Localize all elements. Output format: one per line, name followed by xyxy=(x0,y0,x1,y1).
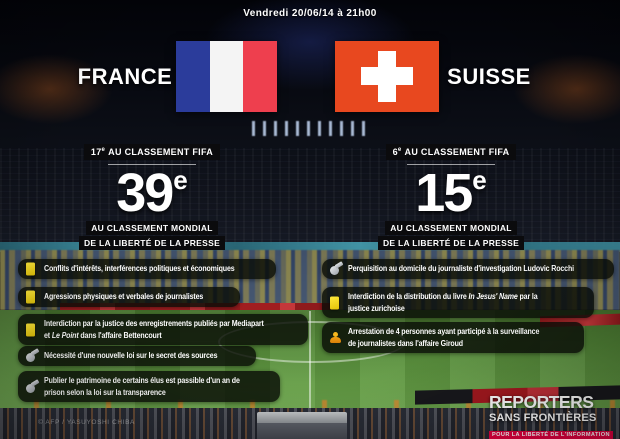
yellow-card-icon xyxy=(26,323,35,336)
team-name-france: FRANCE xyxy=(77,64,173,89)
issue-text: Interdiction par la justice des enregist… xyxy=(44,319,264,340)
person-icon xyxy=(330,331,341,344)
suisse-issue-item: Arrestation de 4 personnes ayant partici… xyxy=(322,322,584,353)
france-issue-item: Nécessité d'une nouvelle loi sur le secr… xyxy=(18,346,256,366)
france-issue-item: Conflits d'intérêts, interférences polit… xyxy=(18,259,276,279)
france-fifa-rank-number: 17 xyxy=(90,147,102,157)
suisse-press-rank-number: 15 xyxy=(415,163,473,223)
suisse-fifa-rank-label: AU CLASSEMENT FIFA xyxy=(404,147,510,157)
france-press-rank-label-1: AU CLASSEMENT MONDIAL xyxy=(86,221,218,235)
rsf-logo-tagline: POUR LA LIBERTÉ DE L'INFORMATION xyxy=(489,430,613,439)
stadium-tier-band xyxy=(0,242,620,252)
suisse-issue-item: Interdiction de la distribution du livre… xyxy=(322,287,594,318)
whistle-icon xyxy=(26,350,39,362)
yellow-card-icon xyxy=(26,290,35,304)
france-flag-icon xyxy=(176,41,278,112)
france-press-rank-label-2: DE LA LIBERTÉ DE LA PRESSE xyxy=(78,236,226,250)
suisse-fifa-rank-suffix: e xyxy=(397,147,402,153)
france-issue-item: Agressions physiques et verbales de jour… xyxy=(18,287,240,307)
divider xyxy=(108,164,196,165)
switzerland-flag-icon xyxy=(335,41,439,112)
france-press-rank-number: 39 xyxy=(116,163,174,223)
issue-text: Perquisition au domicile du journaliste … xyxy=(348,264,574,274)
france-issue-item: Interdiction par la justice des enregist… xyxy=(18,314,308,345)
issue-text: Interdiction de la distribution du livre… xyxy=(348,292,538,313)
issue-text: Publier le patrimoine de certains élus e… xyxy=(44,376,240,397)
whistle-icon xyxy=(26,381,39,393)
suisse-issue-item: Perquisition au domicile du journaliste … xyxy=(322,259,614,279)
rsf-logo-line1: REPORTERS xyxy=(489,392,594,412)
suisse-press-rank-label-1: AU CLASSEMENT MONDIAL xyxy=(385,221,517,235)
issue-text: Conflits d'intérêts, interférences polit… xyxy=(44,264,235,274)
issue-text: Arrestation de 4 personnes ayant partici… xyxy=(348,327,540,348)
rankings-suisse: 6e AU CLASSEMENT FIFA 15e AU CLASSEMENT M… xyxy=(341,142,561,250)
match-datetime: Vendredi 20/06/14 à 21h00 xyxy=(243,8,377,19)
issue-text: Agressions physiques et verbales de jour… xyxy=(44,292,204,302)
divider xyxy=(407,164,495,165)
ad-board-left xyxy=(60,303,332,312)
rsf-logo-line2: SANS FRONTIÈRES xyxy=(489,411,597,424)
suisse-press-rank: 15e xyxy=(341,166,561,220)
france-fifa-rank: 17e AU CLASSEMENT FIFA xyxy=(83,144,221,160)
france-press-rank-suffix: e xyxy=(173,165,188,195)
whistle-icon xyxy=(330,263,343,275)
issue-text: Nécessité d'une nouvelle loi sur le secr… xyxy=(44,351,218,361)
suisse-fifa-rank: 6e AU CLASSEMENT FIFA xyxy=(385,144,517,160)
yellow-card-icon xyxy=(330,296,339,309)
rsf-logo: REPORTERS SANS FRONTIÈRES POUR LA LIBERT… xyxy=(489,392,613,439)
france-issue-item: Publier le patrimoine de certains élus e… xyxy=(18,371,280,402)
floodlights xyxy=(252,121,368,136)
tv-camera-structure xyxy=(257,412,347,439)
suisse-press-rank-suffix: e xyxy=(472,165,487,195)
france-press-rank: 39e xyxy=(42,166,262,220)
swiss-cross-horizontal xyxy=(361,67,413,85)
suisse-press-rank-label-2: DE LA LIBERTÉ DE LA PRESSE xyxy=(377,236,525,250)
france-flag-red-band xyxy=(243,41,278,112)
rankings-france: 17e AU CLASSEMENT FIFA 39e AU CLASSEMENT … xyxy=(42,142,262,250)
suisse-fifa-rank-number: 6 xyxy=(392,147,398,157)
team-name-suisse: SUISSE xyxy=(447,64,531,89)
france-flag-white-band xyxy=(209,41,244,112)
france-fifa-rank-suffix: e xyxy=(101,147,106,153)
photo-credit: © AFP / YASUYOSHI CHIBA xyxy=(38,419,135,426)
yellow-card-icon xyxy=(26,262,35,276)
france-flag-blue-band xyxy=(176,41,210,112)
france-fifa-rank-label: AU CLASSEMENT FIFA xyxy=(108,147,214,157)
